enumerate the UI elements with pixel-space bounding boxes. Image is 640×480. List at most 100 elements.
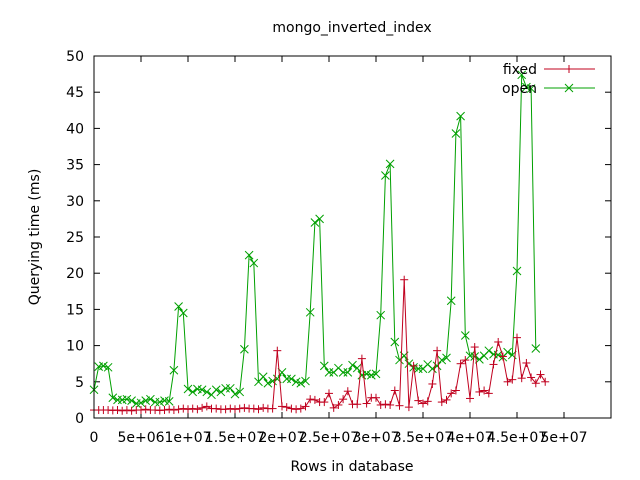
data-point-fixed: [198, 403, 207, 412]
data-point-fixed: [353, 400, 362, 409]
data-point-fixed: [456, 359, 465, 368]
data-point-fixed: [212, 404, 221, 413]
data-point-fixed: [278, 402, 286, 411]
data-point-fixed: [292, 405, 301, 414]
data-point-fixed: [494, 337, 503, 346]
data-point-fixed: [240, 403, 249, 412]
x-tick-label: 3e+07: [352, 430, 399, 446]
data-point-open: [484, 346, 494, 356]
data-point-open: [366, 370, 376, 380]
data-point-fixed: [306, 395, 315, 404]
data-point-fixed: [437, 398, 446, 407]
data-point-open: [470, 352, 480, 361]
data-point-open: [460, 331, 470, 340]
series-layer: [89, 70, 550, 415]
data-point-fixed: [137, 406, 145, 415]
data-point-fixed: [329, 403, 338, 412]
y-tick-label: 10: [66, 339, 84, 355]
x-tick-label: 0: [90, 430, 99, 446]
y-tick-label: 35: [66, 158, 84, 174]
data-point-open: [99, 361, 108, 371]
data-point-fixed: [423, 397, 432, 406]
data-point-fixed: [254, 405, 263, 414]
data-point-open: [291, 377, 301, 387]
data-point-fixed: [480, 386, 489, 395]
data-point-fixed: [466, 394, 474, 403]
data-point-fixed: [489, 360, 498, 369]
data-point-open: [456, 111, 465, 121]
data-point-open: [188, 387, 198, 397]
x-tick-label: 4e+07: [446, 430, 493, 446]
data-point-open: [522, 82, 531, 92]
data-point-fixed: [461, 356, 470, 365]
data-point-fixed: [372, 393, 380, 402]
data-point-fixed: [273, 346, 282, 355]
plot-frame: [93, 55, 612, 419]
data-point-fixed: [193, 405, 202, 414]
data-point-open: [357, 370, 367, 380]
data-point-fixed: [122, 406, 131, 415]
legend-marker-fixed: [565, 65, 573, 73]
data-point-fixed: [381, 400, 390, 409]
data-point-open: [240, 344, 249, 354]
data-point-open: [348, 360, 357, 370]
data-point-fixed: [484, 389, 493, 398]
data-point-fixed: [320, 398, 329, 407]
data-point-open: [258, 372, 268, 382]
data-point-open: [202, 387, 212, 397]
data-point-fixed: [334, 400, 343, 409]
y-axis-ticks: 0 5 10 15 20 25 30 35 40 45 50: [66, 49, 611, 427]
data-point-fixed: [419, 399, 427, 408]
data-point-fixed: [498, 352, 507, 361]
data-point-fixed: [513, 333, 521, 342]
data-point-open: [230, 389, 240, 399]
data-point-open: [376, 310, 386, 320]
x-axis-ticks: 0 5e+06 1e+071.5e+072e+072.5e+073e+073.5e+…: [90, 56, 588, 446]
data-point-fixed: [475, 387, 484, 396]
data-point-open: [287, 374, 296, 384]
data-point-open: [343, 368, 353, 377]
data-point-open: [225, 383, 235, 393]
x-tick-label: 2.5e+07: [299, 430, 359, 446]
data-point-open: [146, 394, 155, 404]
data-point-open: [310, 218, 320, 227]
data-point-fixed: [174, 405, 183, 414]
data-point-open: [174, 302, 183, 311]
data-point-open: [103, 362, 113, 372]
data-point-open: [211, 385, 221, 395]
data-point-fixed: [301, 402, 310, 411]
data-point-fixed: [414, 396, 423, 405]
data-point-fixed: [470, 343, 479, 352]
data-point-open: [301, 376, 310, 386]
data-point-fixed: [118, 406, 127, 415]
data-point-fixed: [282, 403, 291, 412]
data-point-fixed: [113, 406, 122, 415]
series-open: [89, 70, 541, 408]
data-point-open: [390, 337, 400, 347]
data-point-open: [108, 393, 118, 403]
data-point-open: [155, 397, 165, 407]
data-point-fixed: [231, 405, 239, 414]
data-point-open: [127, 396, 136, 405]
x-axis-title: Rows in database: [291, 459, 414, 475]
data-point-open: [296, 378, 306, 388]
legend-label-open: open: [502, 81, 537, 97]
x-tick-label: 5e+06: [117, 430, 164, 446]
series-fixed: [90, 275, 550, 415]
data-point-open: [141, 396, 151, 405]
data-point-fixed: [226, 404, 235, 413]
data-point-fixed: [127, 406, 136, 415]
y-tick-label: 45: [66, 85, 84, 101]
data-point-fixed: [343, 387, 352, 396]
data-point-open: [446, 296, 456, 306]
data-point-fixed: [442, 395, 451, 404]
data-point-open: [122, 394, 132, 404]
legend: fixed open: [502, 62, 595, 97]
y-tick-label: 15: [66, 302, 84, 318]
data-point-fixed: [508, 375, 517, 384]
data-point-fixed: [451, 386, 460, 395]
data-point-fixed: [169, 406, 178, 415]
data-point-open: [263, 378, 273, 388]
data-point-fixed: [536, 370, 545, 379]
